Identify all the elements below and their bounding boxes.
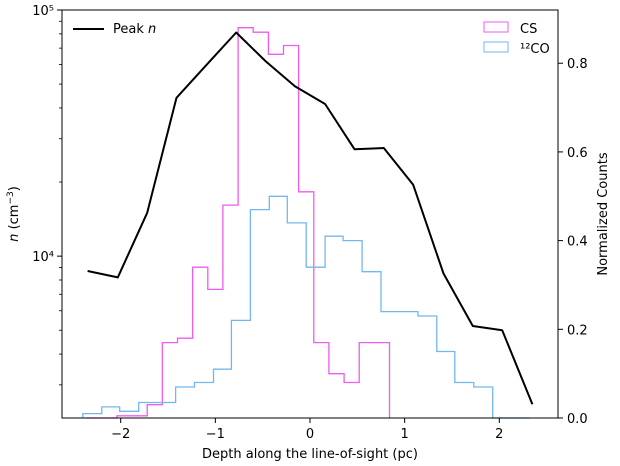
x-tick-label: 1 (401, 427, 409, 442)
series-12co-histogram (82, 195, 530, 419)
legend-12co-label: ¹²CO (520, 42, 550, 57)
y-right-tick-label: 0.2 (567, 323, 588, 338)
legend-cs-label: CS (520, 22, 537, 37)
x-axis-label: Depth along the line-of-sight (pc) (202, 447, 418, 462)
y-left-tick-label: 10⁵ (32, 4, 54, 19)
y-right-tick-label: 0.4 (567, 235, 588, 250)
series-cs-histogram (86, 27, 391, 419)
y-right-tick-label: 0.0 (567, 412, 588, 427)
x-tick-label: −2 (111, 427, 130, 442)
axes-layer: −2 −1 0 1 2 10⁴ 10⁵ 0.0 0.2 0.4 0.6 0.8 (32, 4, 587, 442)
legend-left: Peak n (73, 22, 156, 37)
legend-12co-swatch (483, 41, 509, 53)
plot-frame (61, 9, 559, 419)
series-peak-n-line (87, 31, 534, 405)
series-layer (82, 27, 534, 419)
y-axis-label-left: n (cm−3) (6, 186, 22, 242)
y-left-tick-label: 10⁴ (32, 250, 54, 265)
legend-peak-n-label: Peak n (113, 22, 156, 37)
x-tick-label: 2 (495, 427, 503, 442)
x-tick-label: −1 (206, 427, 225, 442)
legend-cs-swatch (483, 21, 509, 33)
legend-right: CS ¹²CO (483, 21, 550, 57)
y-right-tick-label: 0.8 (567, 57, 588, 72)
y-right-tick-label: 0.6 (567, 146, 588, 161)
x-tick-label: 0 (306, 427, 314, 442)
y-axis-label-right: Normalized Counts (596, 152, 611, 275)
